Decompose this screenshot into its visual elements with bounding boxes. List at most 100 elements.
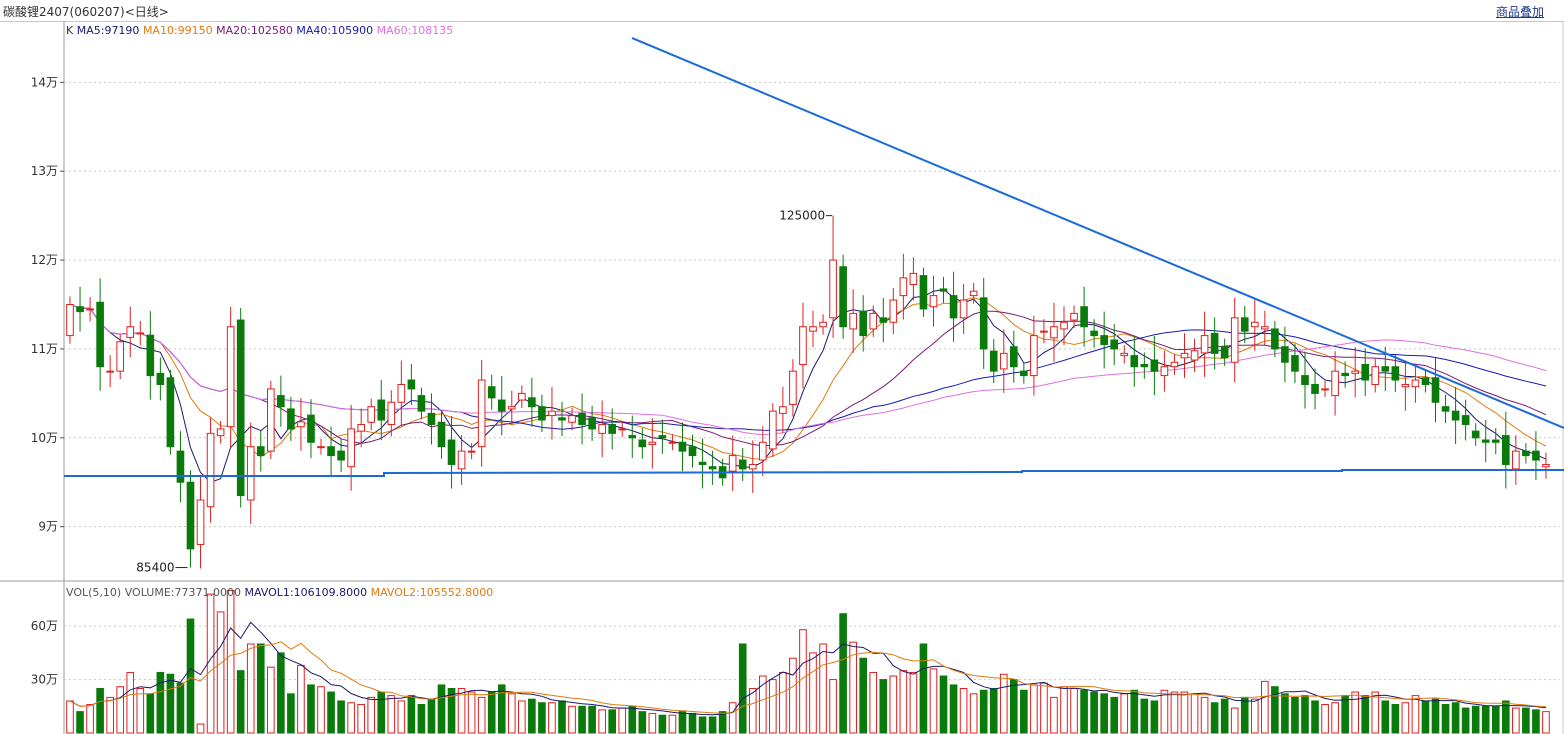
- candle-body: [246, 446, 255, 501]
- volume-bar: [819, 643, 827, 734]
- volume-bar: [1050, 696, 1058, 734]
- volume-bar: [1140, 698, 1149, 734]
- trendlines: [64, 37, 1564, 477]
- volume-bar: [317, 686, 325, 734]
- candle-body: [1411, 379, 1420, 388]
- volume-bar: [116, 686, 125, 734]
- volume-bar: [879, 679, 888, 734]
- volume-bar: [628, 705, 637, 734]
- commodity-overlay-link[interactable]: 商品叠加: [1495, 5, 1544, 19]
- volume-bar: [1311, 700, 1319, 734]
- candle-body: [879, 317, 888, 323]
- volume-bar: [246, 643, 255, 734]
- candle-body: [548, 410, 556, 417]
- volume-bar: [1301, 695, 1309, 734]
- volume-bar: [959, 687, 968, 734]
- candle-body: [1070, 312, 1078, 321]
- candle-body: [1090, 330, 1098, 337]
- candle-body: [859, 310, 868, 337]
- volume-bar: [1120, 693, 1129, 734]
- candle-body: [618, 428, 627, 431]
- candle-body: [1431, 377, 1440, 403]
- volume-bar: [648, 712, 657, 734]
- candle-body: [76, 306, 84, 313]
- price-annotations: 125000 85400: [136, 209, 833, 575]
- candle-body: [728, 455, 737, 472]
- volume-bar: [66, 700, 74, 734]
- candle-body: [106, 370, 114, 373]
- candle-body: [327, 446, 335, 457]
- volume-legend-item: MAVOL2:105552.8000: [371, 586, 494, 599]
- candle-body: [839, 266, 847, 328]
- volume-bar: [367, 696, 376, 734]
- window-title-bar: 碳酸锂2407(060207)<日线> 商品叠加: [0, 0, 1564, 22]
- candle-body: [638, 439, 647, 448]
- candle-body: [206, 432, 215, 508]
- candle-body: [397, 383, 406, 403]
- candle-body: [1110, 339, 1119, 350]
- volume-bar: [146, 693, 155, 734]
- volume-bar: [1341, 695, 1349, 734]
- candle-body: [799, 326, 807, 365]
- candle-body: [337, 450, 345, 461]
- volume-bar: [1481, 705, 1490, 734]
- candle-body: [1261, 326, 1269, 330]
- volume-bar: [829, 679, 837, 734]
- volume-bar: [899, 670, 908, 734]
- volume-bar: [1471, 705, 1480, 734]
- volume-bar: [156, 671, 165, 734]
- candle-body: [1220, 346, 1229, 359]
- candle-body: [146, 334, 155, 377]
- candle-body: [487, 386, 496, 399]
- candle-body: [698, 461, 707, 465]
- volume-bar: [1180, 691, 1189, 734]
- volume-bar: [1220, 698, 1229, 734]
- candle-body: [849, 312, 857, 330]
- volume-bar: [1040, 682, 1048, 734]
- chart-frame: [0, 21, 1564, 734]
- volume-bar: [728, 702, 737, 734]
- volume-bar: [1250, 698, 1259, 734]
- candle-body: [1381, 366, 1390, 372]
- volume-bar: [1281, 693, 1289, 734]
- volume-bar: [1532, 709, 1540, 734]
- price-tick-label: 9万: [38, 520, 58, 534]
- candle-body: [1341, 372, 1349, 377]
- price-y-axis: 14万 13万 12万 11万 10万 9万: [31, 75, 64, 534]
- candle-body: [136, 332, 145, 335]
- candle-body: [929, 295, 938, 308]
- volume-bar: [86, 704, 94, 734]
- candle-body: [387, 401, 396, 425]
- volume-tick-label: 60万: [31, 619, 58, 633]
- candle-body: [307, 414, 315, 443]
- candle-body: [437, 421, 446, 448]
- volume-bar: [1411, 695, 1420, 734]
- volume-bars: [66, 590, 1550, 734]
- candle-body: [648, 441, 657, 445]
- candle-body: [809, 326, 817, 332]
- candle-body: [1250, 321, 1259, 328]
- price-tick-label: 11万: [31, 342, 58, 356]
- candle-body: [287, 408, 295, 430]
- volume-bar: [568, 705, 576, 734]
- volume-bar: [688, 712, 697, 734]
- volume-bar: [578, 705, 586, 734]
- candle-body: [176, 450, 185, 483]
- candle-body: [1471, 430, 1480, 439]
- candle-body: [1321, 388, 1329, 391]
- volume-bar: [949, 684, 958, 734]
- volume-bar: [769, 679, 777, 734]
- candle-body: [869, 312, 878, 330]
- price-tick-label: 14万: [31, 75, 58, 89]
- ma10-line: [69, 297, 1547, 460]
- candle-body: [1200, 335, 1209, 354]
- candle-body: [66, 304, 74, 337]
- volume-bar: [236, 670, 245, 734]
- volume-bar: [929, 668, 938, 734]
- volume-bar: [96, 687, 104, 734]
- volume-bar: [588, 705, 596, 734]
- candle-body: [1150, 359, 1159, 372]
- volume-bar: [1512, 707, 1520, 734]
- volume-bar: [266, 666, 275, 734]
- volume-bar: [497, 684, 506, 734]
